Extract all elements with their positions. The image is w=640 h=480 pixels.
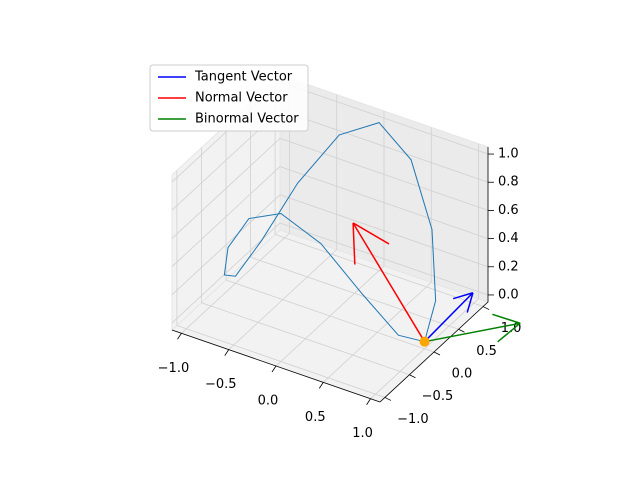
tick-mark bbox=[366, 398, 371, 405]
tick-mark bbox=[384, 397, 392, 401]
grid-line bbox=[201, 302, 410, 376]
tick-mark bbox=[224, 349, 230, 356]
grid-line bbox=[279, 81, 489, 155]
z-tick-label: 0.4 bbox=[498, 231, 519, 246]
grid-line bbox=[279, 166, 489, 239]
tick-mark bbox=[318, 382, 324, 389]
arrow-part bbox=[352, 222, 426, 343]
z-tick-label: 1.0 bbox=[498, 147, 519, 162]
arrow-part bbox=[466, 292, 474, 313]
legend-label: Normal Vector bbox=[195, 91, 288, 106]
grid-line bbox=[171, 138, 281, 239]
x-tick-label: −0.5 bbox=[205, 377, 237, 392]
arrow-part bbox=[497, 322, 521, 343]
arrow-part bbox=[424, 322, 521, 343]
arrow-part bbox=[492, 313, 521, 324]
tick-mark bbox=[271, 365, 277, 373]
arrow-part bbox=[452, 292, 474, 300]
z-tick-label: 0.0 bbox=[498, 287, 519, 302]
y-tick-label: 0.5 bbox=[476, 344, 497, 359]
grid-line bbox=[250, 256, 459, 330]
legend-label: Tangent Vector bbox=[194, 70, 293, 85]
grid-line bbox=[225, 279, 435, 353]
grid-line bbox=[279, 109, 489, 183]
tick-mark bbox=[409, 374, 416, 379]
x-tick-label: 1.0 bbox=[352, 426, 373, 441]
point-marker bbox=[419, 336, 430, 347]
tick-mark bbox=[433, 351, 441, 356]
grid-line bbox=[171, 166, 281, 267]
grid-line bbox=[171, 194, 281, 296]
grid-line bbox=[279, 222, 489, 296]
arrow-part bbox=[352, 222, 390, 245]
axis-line bbox=[379, 301, 489, 403]
y-tick-label: −1.0 bbox=[397, 412, 429, 427]
x-tick-label: 0.5 bbox=[305, 410, 326, 425]
axis-line bbox=[171, 329, 381, 403]
y-tick-label: −0.5 bbox=[422, 389, 454, 404]
legend-box bbox=[149, 64, 309, 132]
vector-arrow bbox=[424, 292, 474, 343]
y-tick-label: 0.0 bbox=[452, 367, 473, 382]
grid-line bbox=[279, 194, 489, 268]
arrow-part bbox=[352, 222, 356, 265]
z-tick-label: 0.8 bbox=[498, 175, 519, 190]
vector-arrow bbox=[424, 313, 521, 343]
x-tick-label: −1.0 bbox=[158, 361, 190, 376]
y-tick-label: 1.0 bbox=[501, 321, 522, 336]
vector-arrow bbox=[352, 222, 426, 343]
tick-mark bbox=[177, 333, 182, 340]
grid-line bbox=[176, 325, 386, 398]
curve bbox=[223, 122, 437, 343]
z-tick-label: 0.2 bbox=[498, 259, 519, 274]
legend-label: Binormal Vector bbox=[195, 112, 299, 127]
arrow-part bbox=[424, 292, 474, 343]
x-tick-label: 0.0 bbox=[258, 394, 279, 409]
z-tick-label: 0.6 bbox=[498, 203, 519, 218]
tick-mark bbox=[458, 328, 465, 333]
tick-mark bbox=[482, 306, 490, 310]
grid-line bbox=[274, 234, 484, 307]
grid-line bbox=[279, 138, 489, 211]
